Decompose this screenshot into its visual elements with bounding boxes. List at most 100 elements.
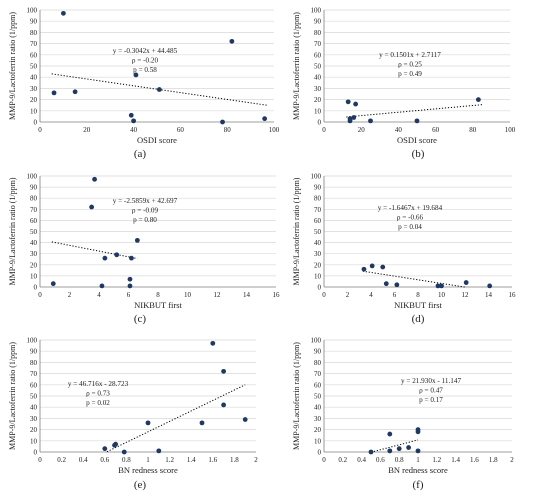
y-tick-label: 0 — [318, 119, 322, 127]
x-tick-label: 1.4 — [187, 456, 196, 464]
chart-panel-5: 0 10 20 30 40 50 60 70 80 90 100 0 0.2 0.4 0.6 0.8 1 1.2 1… — [8, 337, 258, 492]
data-point — [221, 402, 227, 408]
data-point — [131, 118, 137, 124]
y-tick-label: 90 — [30, 184, 38, 192]
data-point — [102, 446, 108, 452]
y-tick-label: 60 — [30, 51, 38, 59]
regression-annotation: ρ = 0.25 — [398, 61, 422, 69]
y-tick-label: 90 — [314, 18, 322, 26]
y-tick-label: 20 — [314, 261, 322, 269]
y-axis-title: MMP-9/Lactoferrin ratio (1/ppm) — [8, 342, 17, 450]
regression-annotation: y = 46.716x - 28.723 — [68, 380, 129, 388]
x-tick-label: 80 — [469, 126, 477, 134]
chart-panel-6: 0 10 20 30 40 50 60 70 80 90 100 0 0.2 0.4 0.6 0.8 1 1.2 1… — [292, 337, 514, 492]
data-point — [345, 99, 351, 105]
y-tick-label: 60 — [314, 217, 322, 225]
data-point — [415, 429, 421, 435]
data-point — [396, 446, 402, 452]
data-point — [229, 38, 235, 44]
x-tick-label: 1.8 — [489, 456, 498, 464]
x-tick-label: 1 — [416, 456, 420, 464]
y-tick-label: 0 — [34, 119, 38, 127]
y-axis-title: MMP-9/Lactoferrin ratio (1/ppm) — [292, 342, 301, 450]
y-tick-label: 30 — [314, 250, 322, 258]
data-point — [199, 420, 205, 426]
x-tick-label: 4 — [97, 291, 101, 299]
y-tick-label: 10 — [30, 107, 38, 115]
data-point — [394, 282, 400, 288]
regression-annotation: p = 0.04 — [398, 223, 422, 231]
data-point — [221, 368, 227, 374]
y-tick-label: 30 — [30, 415, 38, 423]
y-tick-label: 60 — [30, 217, 38, 225]
regression-annotation: ρ = -0.09 — [132, 207, 159, 215]
data-point — [210, 340, 216, 346]
x-tick-label: 0 — [38, 126, 42, 134]
y-tick-label: 70 — [314, 206, 322, 214]
y-tick-label: 80 — [30, 195, 38, 203]
data-point — [242, 417, 248, 422]
y-tick-label: 50 — [30, 393, 38, 401]
x-tick-label: 10 — [184, 291, 192, 299]
data-point — [99, 283, 105, 289]
y-tick-label: 30 — [30, 250, 38, 258]
trendline — [370, 439, 419, 453]
x-tick-label: 20 — [83, 126, 91, 134]
regression-annotation: ρ = 0.73 — [86, 390, 110, 398]
y-tick-label: 90 — [314, 184, 322, 192]
y-tick-label: 20 — [314, 426, 322, 434]
x-tick-label: 2 — [510, 456, 514, 464]
data-point — [361, 266, 367, 272]
y-tick-label: 80 — [314, 29, 322, 37]
data-point — [439, 283, 444, 289]
data-point — [383, 281, 389, 287]
y-axis-title: MMP-9/Lactoferrin ratio (1/ppm) — [292, 177, 301, 285]
data-point — [121, 449, 127, 455]
y-tick-label: 30 — [314, 415, 322, 423]
x-tick-label: 14 — [243, 291, 251, 299]
x-tick-label: 1.2 — [432, 456, 441, 464]
chart-panel-4: 0 10 20 30 40 50 60 70 80 90 100 0 2 4 6 8 10 12 14 16 y = -… — [292, 173, 516, 326]
y-tick-label: 0 — [34, 284, 38, 292]
y-tick-label: 70 — [30, 206, 38, 214]
x-tick-label: 0.6 — [100, 456, 109, 464]
panel-label: (e) — [134, 479, 147, 491]
x-axis-title: BN redness score — [118, 465, 178, 475]
x-axis-title: OSDI score — [397, 135, 437, 145]
x-tick-label: 60 — [177, 126, 185, 134]
x-tick-label: 1 — [146, 456, 150, 464]
data-point — [353, 101, 359, 107]
data-point — [61, 10, 66, 16]
y-tick-label: 100 — [27, 7, 38, 15]
y-tick-label: 40 — [30, 239, 38, 247]
y-tick-label: 40 — [30, 74, 38, 82]
y-tick-label: 40 — [314, 404, 322, 412]
data-point — [487, 283, 493, 289]
y-tick-label: 80 — [314, 359, 322, 367]
data-point — [114, 252, 120, 258]
data-point — [387, 448, 393, 454]
y-tick-label: 40 — [314, 74, 322, 82]
y-tick-label: 40 — [30, 404, 38, 412]
y-tick-label: 100 — [311, 7, 322, 15]
data-point — [89, 204, 95, 210]
data-point — [127, 276, 133, 282]
y-tick-label: 70 — [30, 370, 38, 378]
x-tick-label: 0.2 — [57, 456, 66, 464]
data-point — [369, 263, 375, 269]
y-tick-label: 80 — [30, 29, 38, 37]
y-tick-label: 10 — [30, 272, 38, 280]
data-point — [368, 449, 374, 455]
x-tick-label: 4 — [369, 291, 373, 299]
y-tick-label: 10 — [314, 272, 322, 280]
regression-annotation: y = -2.5859x + 42.697 — [113, 197, 178, 205]
panel-label: (f) — [413, 479, 424, 491]
y-tick-label: 0 — [34, 449, 38, 457]
x-tick-label: 0.2 — [338, 456, 347, 464]
y-axis-title: MMP-9/Lactoferrin ratio (1/ppm) — [8, 12, 17, 120]
y-tick-label: 100 — [311, 173, 322, 181]
panel-label: (a) — [134, 148, 147, 160]
data-point — [414, 118, 420, 124]
x-tick-label: 0 — [38, 456, 42, 464]
y-tick-label: 90 — [314, 348, 322, 356]
